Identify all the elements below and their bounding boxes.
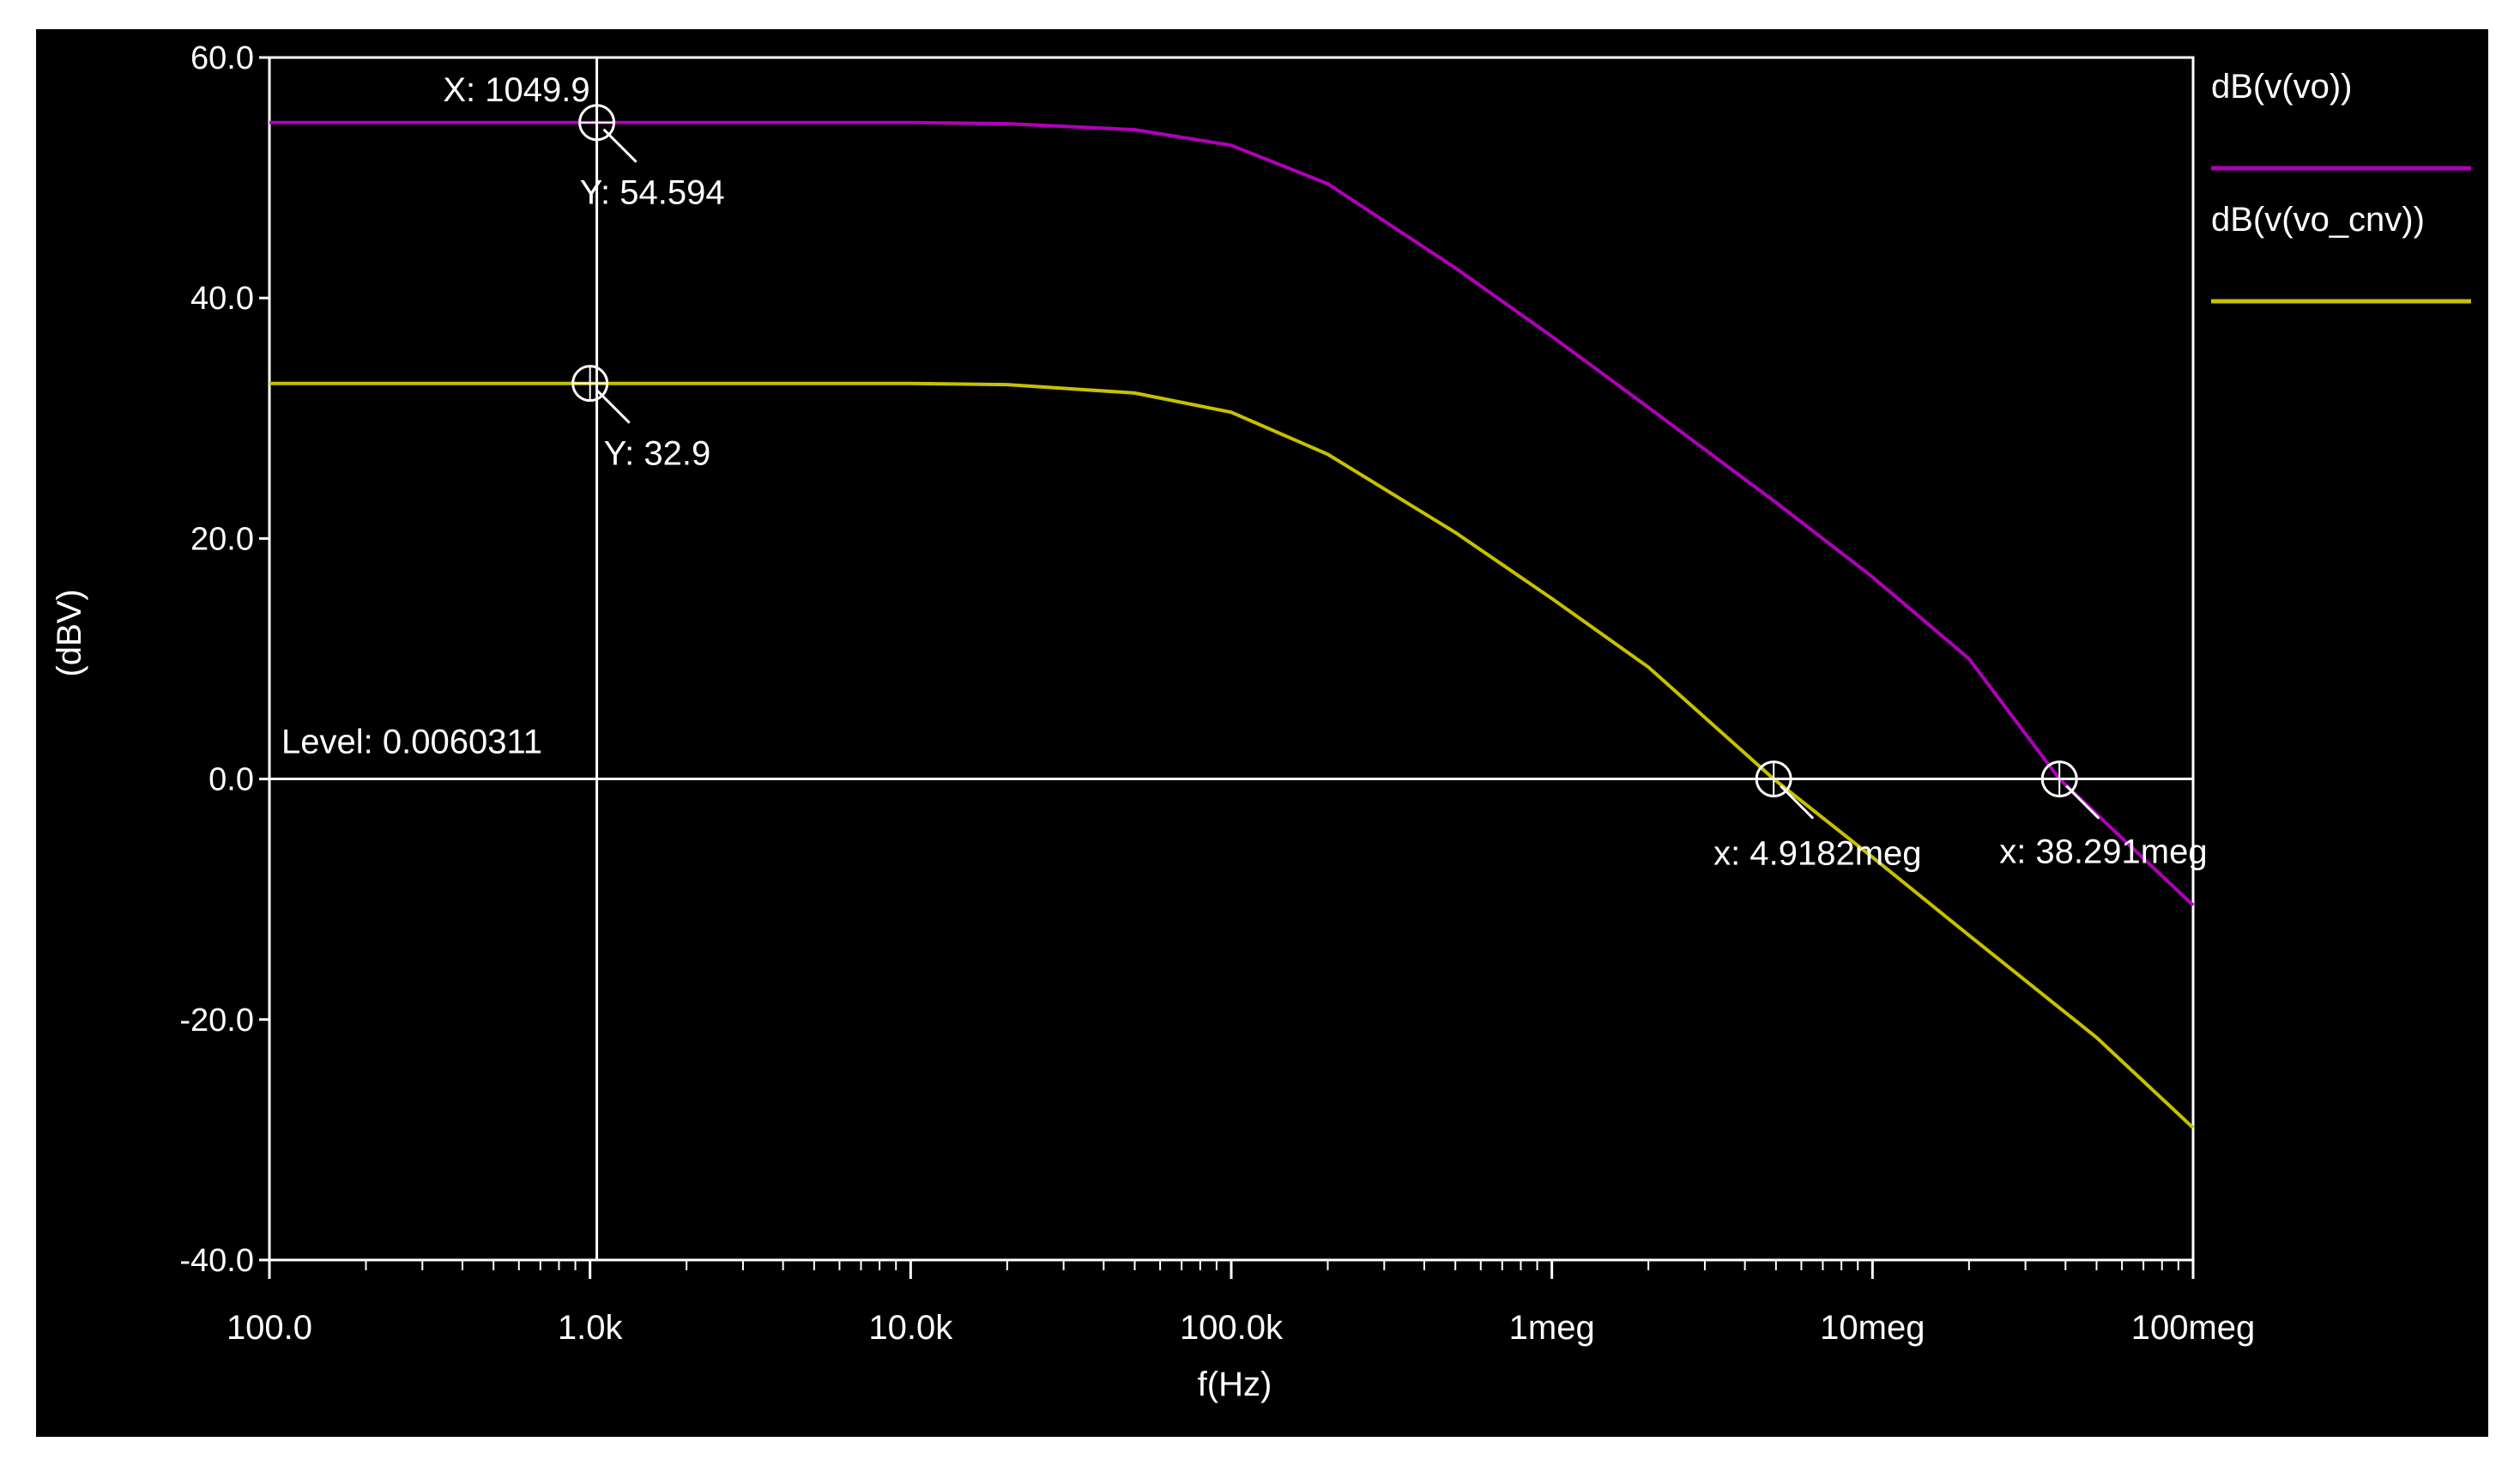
y-tick-label: -40.0 — [179, 1243, 254, 1279]
cursor-layer: X: 1049.9 Level: 0.0060311 Y: 54.594 Y: 32.… — [269, 58, 2208, 1260]
x-tick-label: 10.0k — [868, 1309, 953, 1347]
legend-layer: dB(v(vo)) dB(v(vo_cnv)) — [2211, 68, 2471, 304]
marker-pointer — [595, 389, 631, 424]
curves-layer — [269, 120, 2195, 1130]
marker-pointer — [1780, 784, 1815, 820]
x-tick-label: 1.0k — [558, 1309, 624, 1347]
series-line-2 — [269, 381, 2195, 1130]
marker-label: x: 38.291meg — [1999, 833, 2207, 871]
x-tick-label: 100meg — [2131, 1309, 2256, 1347]
y-axis-label: (dBV) — [51, 589, 88, 676]
x-tick-label: 10meg — [1820, 1309, 1925, 1347]
x-tick-label: 100.0k — [1180, 1309, 1284, 1347]
plot-window: 60.0 40.0 20.0 0.0 -20.0 -40.0 100.0 1.0k 10.0k 1… — [36, 29, 2488, 1437]
y-tick-label: 40.0 — [190, 281, 254, 317]
marker-label: x: 4.9182meg — [1713, 835, 1921, 873]
y-tick-label: 20.0 — [190, 521, 254, 557]
marker-pointer — [2065, 784, 2100, 820]
series-line-1 — [269, 120, 2195, 907]
x-tick-label: 1meg — [1509, 1309, 1595, 1347]
y-tick-label: 60.0 — [190, 40, 254, 76]
marker-label: Y: 32.9 — [604, 435, 711, 473]
chart-svg: 60.0 40.0 20.0 0.0 -20.0 -40.0 100.0 1.0k 10.0k 1… — [51, 40, 2471, 1403]
legend-label-1: dB(v(vo)) — [2211, 68, 2352, 106]
marker-label: Y: 54.594 — [580, 174, 725, 212]
axes-layer: 60.0 40.0 20.0 0.0 -20.0 -40.0 100.0 1.0k 10.0k 1… — [51, 40, 2255, 1403]
plot-frame — [268, 56, 2195, 1262]
x-axis-label: f(Hz) — [1198, 1366, 1272, 1403]
level-readout: Level: 0.0060311 — [281, 724, 542, 761]
x-tick-label: 100.0 — [227, 1309, 312, 1347]
cursor-x-readout: X: 1049.9 — [443, 71, 589, 109]
y-tick-label: 0.0 — [208, 762, 254, 798]
marker-pointer — [602, 128, 638, 163]
legend-label-2: dB(v(vo_cnv)) — [2211, 201, 2425, 239]
y-tick-label: -20.0 — [179, 1003, 254, 1039]
